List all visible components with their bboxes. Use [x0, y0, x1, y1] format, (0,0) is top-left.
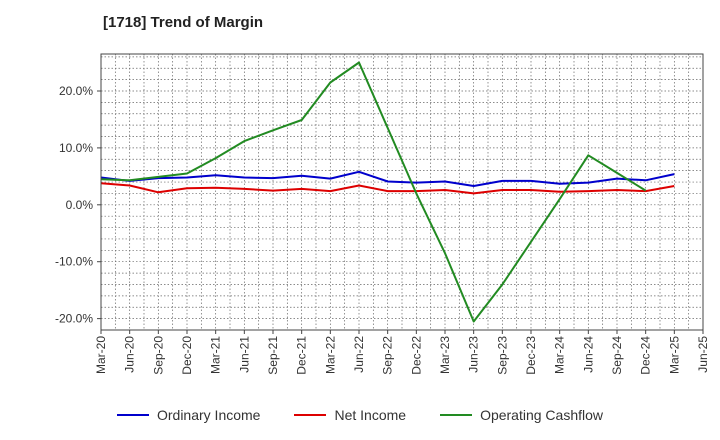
x-tick-label: Sep-20 — [151, 336, 165, 375]
legend-swatch — [294, 414, 327, 416]
x-tick-label: Dec-24 — [639, 336, 653, 375]
legend-label: Ordinary Income — [156, 407, 261, 423]
x-tick-label: Sep-23 — [495, 336, 509, 375]
legend-item-net-income: Net Income — [294, 407, 406, 423]
legend-item-ordinary-income: Ordinary Income — [116, 407, 261, 423]
x-tick-label: Mar-24 — [553, 336, 567, 374]
series-line-ordinary-income — [100, 170, 675, 187]
x-tick-label: Mar-22 — [323, 336, 337, 374]
x-tick-label: Mar-23 — [438, 336, 452, 374]
x-tick-label: Dec-22 — [409, 336, 423, 375]
x-tick-label: Dec-20 — [180, 336, 194, 375]
x-tick-label: Jun-22 — [352, 336, 366, 373]
series-line-net-income — [100, 182, 675, 195]
x-tick-label: Jun-23 — [467, 336, 481, 373]
x-tick-label: Jun-20 — [123, 336, 137, 373]
plot-border — [100, 53, 704, 331]
x-tick-label: Sep-24 — [610, 336, 624, 375]
x-tick-label: Sep-21 — [266, 336, 280, 375]
x-axis-ticks: Mar-20 Jun-20 Sep-20 Dec-20 Mar-21 Jun-21 Sep-… — [94, 330, 710, 375]
legend-swatch — [116, 414, 149, 416]
legend-item-operating-cashflow: Operating Cashflow — [440, 407, 603, 423]
x-tick-label: Dec-21 — [295, 336, 309, 375]
legend-label: Net Income — [334, 407, 407, 423]
x-tick-label: Jun-25 — [696, 336, 710, 373]
x-tick-label: Dec-23 — [524, 336, 538, 375]
y-tick-label: 0.0% — [66, 198, 94, 212]
y-axis-ticks: 20.0% 10.0% 0.0% -10.0% -20.0% — [55, 84, 101, 326]
chart-title: [1718] Trend of Margin — [103, 14, 264, 31]
series-line-operating-cashflow — [100, 61, 647, 323]
x-tick-label: Mar-20 — [94, 336, 108, 374]
x-tick-label: Mar-25 — [667, 336, 681, 374]
x-tick-label: Jun-24 — [581, 336, 595, 373]
legend: Ordinary Income Net Income Operating Cashf… — [0, 405, 720, 425]
x-tick-label: Mar-21 — [209, 336, 223, 374]
x-tick-label: Jun-21 — [237, 336, 251, 373]
legend-label: Operating Cashflow — [480, 407, 604, 423]
y-tick-label: 20.0% — [59, 84, 93, 98]
x-tick-label: Sep-22 — [381, 336, 395, 375]
y-tick-label: 10.0% — [59, 141, 93, 155]
legend-swatch — [440, 414, 473, 416]
y-tick-label: -20.0% — [55, 312, 93, 326]
series-lines — [100, 61, 675, 323]
y-tick-label: -10.0% — [55, 255, 93, 269]
